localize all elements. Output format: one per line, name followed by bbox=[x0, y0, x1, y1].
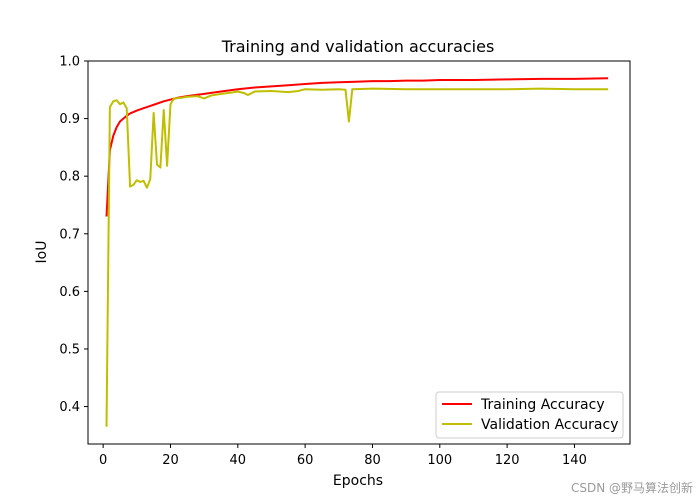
x-tick-label: 0 bbox=[99, 453, 107, 468]
y-tick-label: 0.7 bbox=[59, 227, 80, 242]
legend-label-validation: Validation Accuracy bbox=[481, 417, 619, 433]
y-ticks: 0.4 0.5 0.6 0.7 0.8 0.9 1.0 bbox=[59, 55, 88, 415]
x-axis-label: Epochs bbox=[333, 473, 383, 489]
x-tick-label: 40 bbox=[230, 453, 247, 468]
legend-frame bbox=[435, 391, 624, 439]
legend: Training Accuracy Validation Accuracy bbox=[435, 391, 624, 439]
y-tick-label: 0.5 bbox=[59, 342, 80, 357]
y-tick-label: 1.0 bbox=[59, 55, 80, 70]
axes-frame bbox=[87, 60, 631, 445]
chart-title: Training and validation accuracies bbox=[221, 37, 495, 56]
x-tick-label: 20 bbox=[162, 453, 179, 468]
x-tick-label: 60 bbox=[297, 453, 314, 468]
y-tick-label: 0.4 bbox=[59, 400, 80, 415]
validation-accuracy-line bbox=[105, 87, 609, 427]
plot-area bbox=[88, 61, 630, 444]
series-layer bbox=[105, 77, 609, 427]
x-tick-label: 80 bbox=[364, 453, 381, 468]
legend-label-training: Training Accuracy bbox=[480, 397, 605, 413]
x-tick-label: 120 bbox=[495, 453, 520, 468]
x-tick-label: 100 bbox=[427, 453, 452, 468]
y-tick-label: 0.8 bbox=[59, 170, 80, 185]
x-ticks: 0 20 40 60 80 100 120 140 bbox=[99, 444, 587, 468]
x-tick-label: 140 bbox=[562, 453, 587, 468]
y-axis-label: IoU bbox=[34, 241, 50, 264]
watermark-text: CSDN @野马算法创新 bbox=[571, 480, 693, 495]
y-tick-label: 0.6 bbox=[59, 285, 80, 300]
y-tick-label: 0.9 bbox=[59, 112, 80, 127]
